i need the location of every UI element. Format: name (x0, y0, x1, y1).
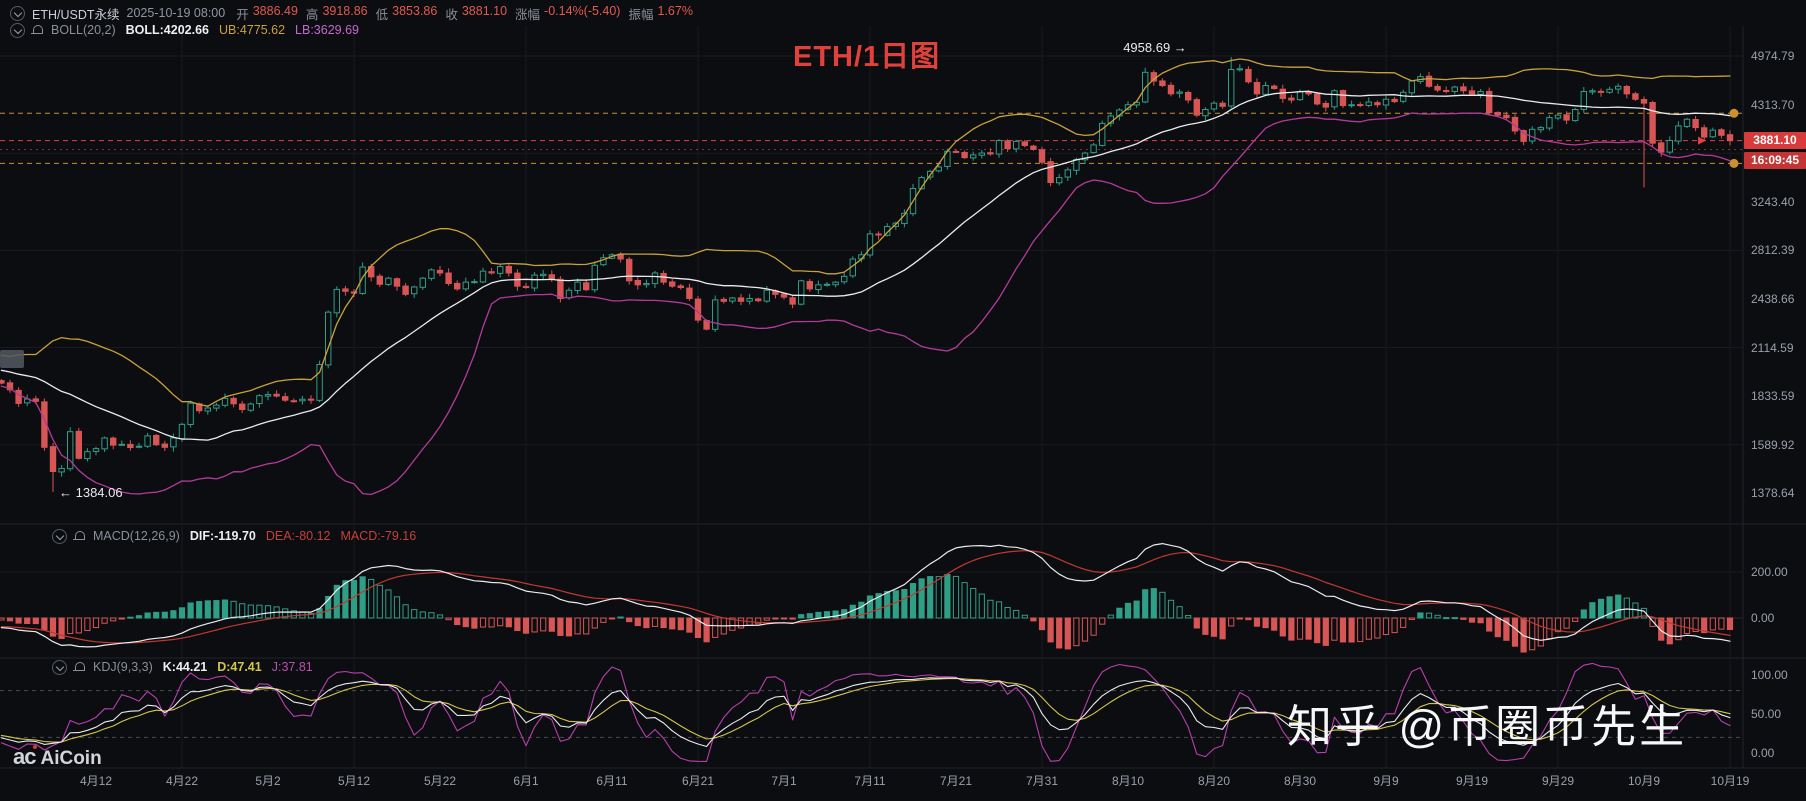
kdj-values: KDJ(9,3,3) K:44.21 D:47.41 J:37.81 (93, 660, 313, 674)
axis-label: 2438.66 (1751, 291, 1795, 306)
kdj-pane (0, 662, 1731, 762)
kdj-value: K:44.21 (162, 660, 208, 674)
x-axis-label: 7月21 (939, 774, 973, 788)
candle-countdown-badge: 16:09:45 (1744, 151, 1806, 169)
candle-datetime: 2025-10-19 08:00 (126, 6, 226, 20)
kdj-value: KDJ(9,3,3) (93, 660, 153, 674)
ohlc-field-value: 3881.10 (461, 3, 508, 18)
x-axis-label: 10月19 (1710, 774, 1750, 788)
axis-label: 4974.79 (1751, 49, 1795, 63)
axis-label: 0.00 (1751, 746, 1775, 760)
macd-pane (0, 542, 1734, 653)
ohlc-field-label: 低 (375, 7, 389, 22)
x-axis-label: 7月1 (771, 774, 797, 788)
x-axis-label: 9月9 (1373, 774, 1399, 788)
macd-value: DEA:-80.12 (265, 529, 331, 543)
alert-bell-icon[interactable] (73, 530, 86, 543)
symbol-name: ETH/USDT永续 (32, 7, 120, 22)
x-axis-label: 6月1 (513, 774, 539, 788)
kdj-value: D:47.41 (217, 660, 262, 674)
collapse-chevron-icon[interactable] (52, 528, 67, 544)
axis-label: 100.00 (1751, 668, 1788, 682)
axis-label: 1833.59 (1751, 389, 1795, 404)
ohlc-field-label: 开 (236, 7, 249, 22)
aicoin-logo: ac AiCoin (13, 744, 102, 770)
alert-bell-icon[interactable] (73, 661, 86, 674)
zhihu-watermark: 知乎 @币圈币先生 (1287, 701, 1688, 752)
ohlc-field-value: 3853.86 (392, 3, 438, 18)
x-axis-label: 7月31 (1025, 774, 1059, 788)
price-alert-dot (1729, 108, 1739, 118)
axis-label: 2812.39 (1751, 243, 1795, 258)
boll-value: BOLL:4202.66 (125, 23, 209, 37)
main-price-pane (0, 57, 1743, 496)
x-axis-label: 9月29 (1541, 774, 1575, 788)
macd-header-row: MACD(12,26,9) DIF:-119.70 DEA:-80.12 MACD:-… (52, 528, 416, 544)
axis-label: 3243.40 (1751, 194, 1795, 209)
x-axis-label: 8月30 (1283, 774, 1317, 788)
ohlc-field-value: 1.67% (657, 3, 693, 18)
ohlc-field-value: 3918.86 (322, 3, 368, 18)
price-arrow-marker (1698, 136, 1706, 145)
kdj-value: J:37.81 (271, 660, 313, 674)
macd-value: DIF:-119.70 (189, 529, 256, 543)
macd-value: MACD:-79.16 (340, 529, 417, 543)
x-axis-label: 10月9 (1627, 774, 1661, 788)
collapse-chevron-icon[interactable] (10, 22, 25, 38)
axis-label: 1378.64 (1751, 486, 1795, 501)
boll-values: BOLL(20,2) BOLL:4202.66 UB:4775.62 LB:3629.… (51, 23, 359, 37)
x-axis-label: 6月11 (596, 774, 628, 788)
kdj-header-row: KDJ(9,3,3) K:44.21 D:47.41 J:37.81 (52, 659, 313, 675)
high-price-annotation: 4958.69 → (1123, 40, 1187, 56)
collapse-chevron-icon[interactable] (10, 5, 25, 21)
ohlc-field-label: 高 (305, 7, 319, 22)
x-axis-label: 5月12 (337, 774, 371, 788)
pane-scroll-handle[interactable] (0, 350, 24, 368)
x-axis-label: 5月22 (423, 774, 457, 788)
axis-label: 0.00 (1751, 611, 1775, 625)
axis-label: 1589.92 (1751, 437, 1795, 452)
boll-header-row: BOLL(20,2) BOLL:4202.66 UB:4775.62 LB:3629.… (10, 22, 359, 38)
x-axis-label: 4月22 (165, 774, 199, 788)
x-axis-label: 5月2 (255, 774, 281, 788)
boll-value: LB:3629.69 (295, 23, 359, 37)
ohlc-field-label: 涨幅 (515, 7, 541, 22)
x-axis-label: 9月19 (1455, 774, 1489, 788)
x-axis-label: 8月10 (1111, 774, 1145, 788)
x-axis-label: 7月11 (854, 774, 886, 788)
axis-label: 200.00 (1751, 565, 1788, 579)
vertical-gridlines (181, 26, 1731, 768)
macd-value: MACD(12,26,9) (93, 529, 180, 543)
aicoin-logo-mark: ac (13, 744, 39, 769)
alert-bell-icon[interactable] (31, 24, 44, 37)
macd-values: MACD(12,26,9) DIF:-119.70 DEA:-80.12 MACD:-… (93, 529, 416, 543)
candles-layer (0, 57, 1734, 493)
price-alert-dot (1729, 158, 1739, 168)
boll-value: BOLL(20,2) (51, 23, 116, 37)
axis-label: 4313.70 (1751, 97, 1795, 112)
x-axis-label: 4月12 (79, 774, 113, 788)
page-title: ETH/1日图 (793, 41, 941, 73)
symbol-header-row: ETH/USDT永续 2025-10-19 08:00 开 3886.49 高 391… (10, 4, 693, 23)
x-axis-label: 8月20 (1197, 774, 1231, 788)
collapse-chevron-icon[interactable] (52, 659, 67, 675)
ohlc-fields: 开 3886.49 高 3918.86 低 3853.86 收 3881.10 涨幅 -0.14%… (232, 4, 693, 23)
axis-label: 2114.59 (1751, 340, 1794, 355)
ohlc-field-label: 收 (445, 7, 458, 22)
ohlc-field-value: 3886.49 (252, 3, 298, 18)
last-price-badge: 3881.10 (1744, 132, 1806, 150)
ohlc-field-label: 振幅 (628, 7, 654, 22)
aicoin-logo-word: AiCoin (40, 748, 102, 769)
low-price-annotation: ← 1384.06 (59, 485, 123, 500)
x-axis-label: 6月21 (681, 774, 715, 788)
boll-value: UB:4775.62 (219, 23, 286, 37)
ohlc-field-value: -0.14%(-5.40) (544, 3, 621, 18)
axis-label: 50.00 (1751, 707, 1782, 721)
